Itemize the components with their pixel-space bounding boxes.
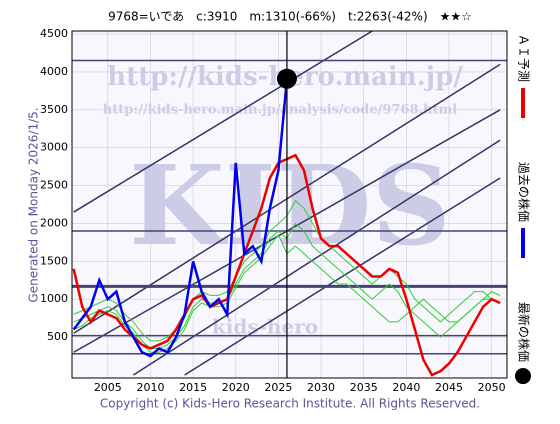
y-tick-label: 500 [47,330,68,343]
footer: Copyright (c) Kids-Hero Research Institu… [100,397,480,411]
x-tick-label: 2040 [392,381,420,394]
legend-swatch [515,368,531,385]
x-tick-label: 2010 [136,381,164,394]
trend-line [184,177,501,376]
x-tick-label: 2025 [264,381,292,394]
x-tick-label: 2005 [94,381,122,394]
x-tick-label: 2030 [307,381,335,394]
y-tick-label: 2000 [40,216,68,229]
x-tick-label: 2015 [179,381,207,394]
watermark: kids-hero [212,315,318,339]
x-tick-label: 2035 [350,381,378,394]
y-tick-label: 1500 [40,254,68,267]
legend-label: 最新の株価 [517,302,532,362]
x-tick-label: 2050 [478,381,506,394]
y-tick-label: 1000 [40,292,68,305]
x-tick-label: 2045 [435,381,463,394]
plot-frame [71,30,508,379]
side-note: Generated on Monday 2026/1/5. [27,107,41,302]
latest-point [276,68,297,89]
chart-title: 9768=いであ c:3910 m:1310(-66%) t:2263(-42%… [108,10,472,24]
plot-background [72,31,507,378]
y-tick-label: 4500 [40,27,68,40]
plot-area: http://kids-hero.main.jp/http://kids-her… [72,31,507,378]
x-tick-label: 2020 [222,381,250,394]
legend-label: ＡＩ予測 [517,34,531,82]
y-tick-label: 2500 [40,179,68,192]
series-line [72,78,289,358]
y-tick-label: 4000 [40,65,68,78]
y-tick-label: 3500 [40,103,68,116]
y-tick-label: 3000 [40,141,68,154]
legend-label: 過去の株価 [517,162,532,222]
